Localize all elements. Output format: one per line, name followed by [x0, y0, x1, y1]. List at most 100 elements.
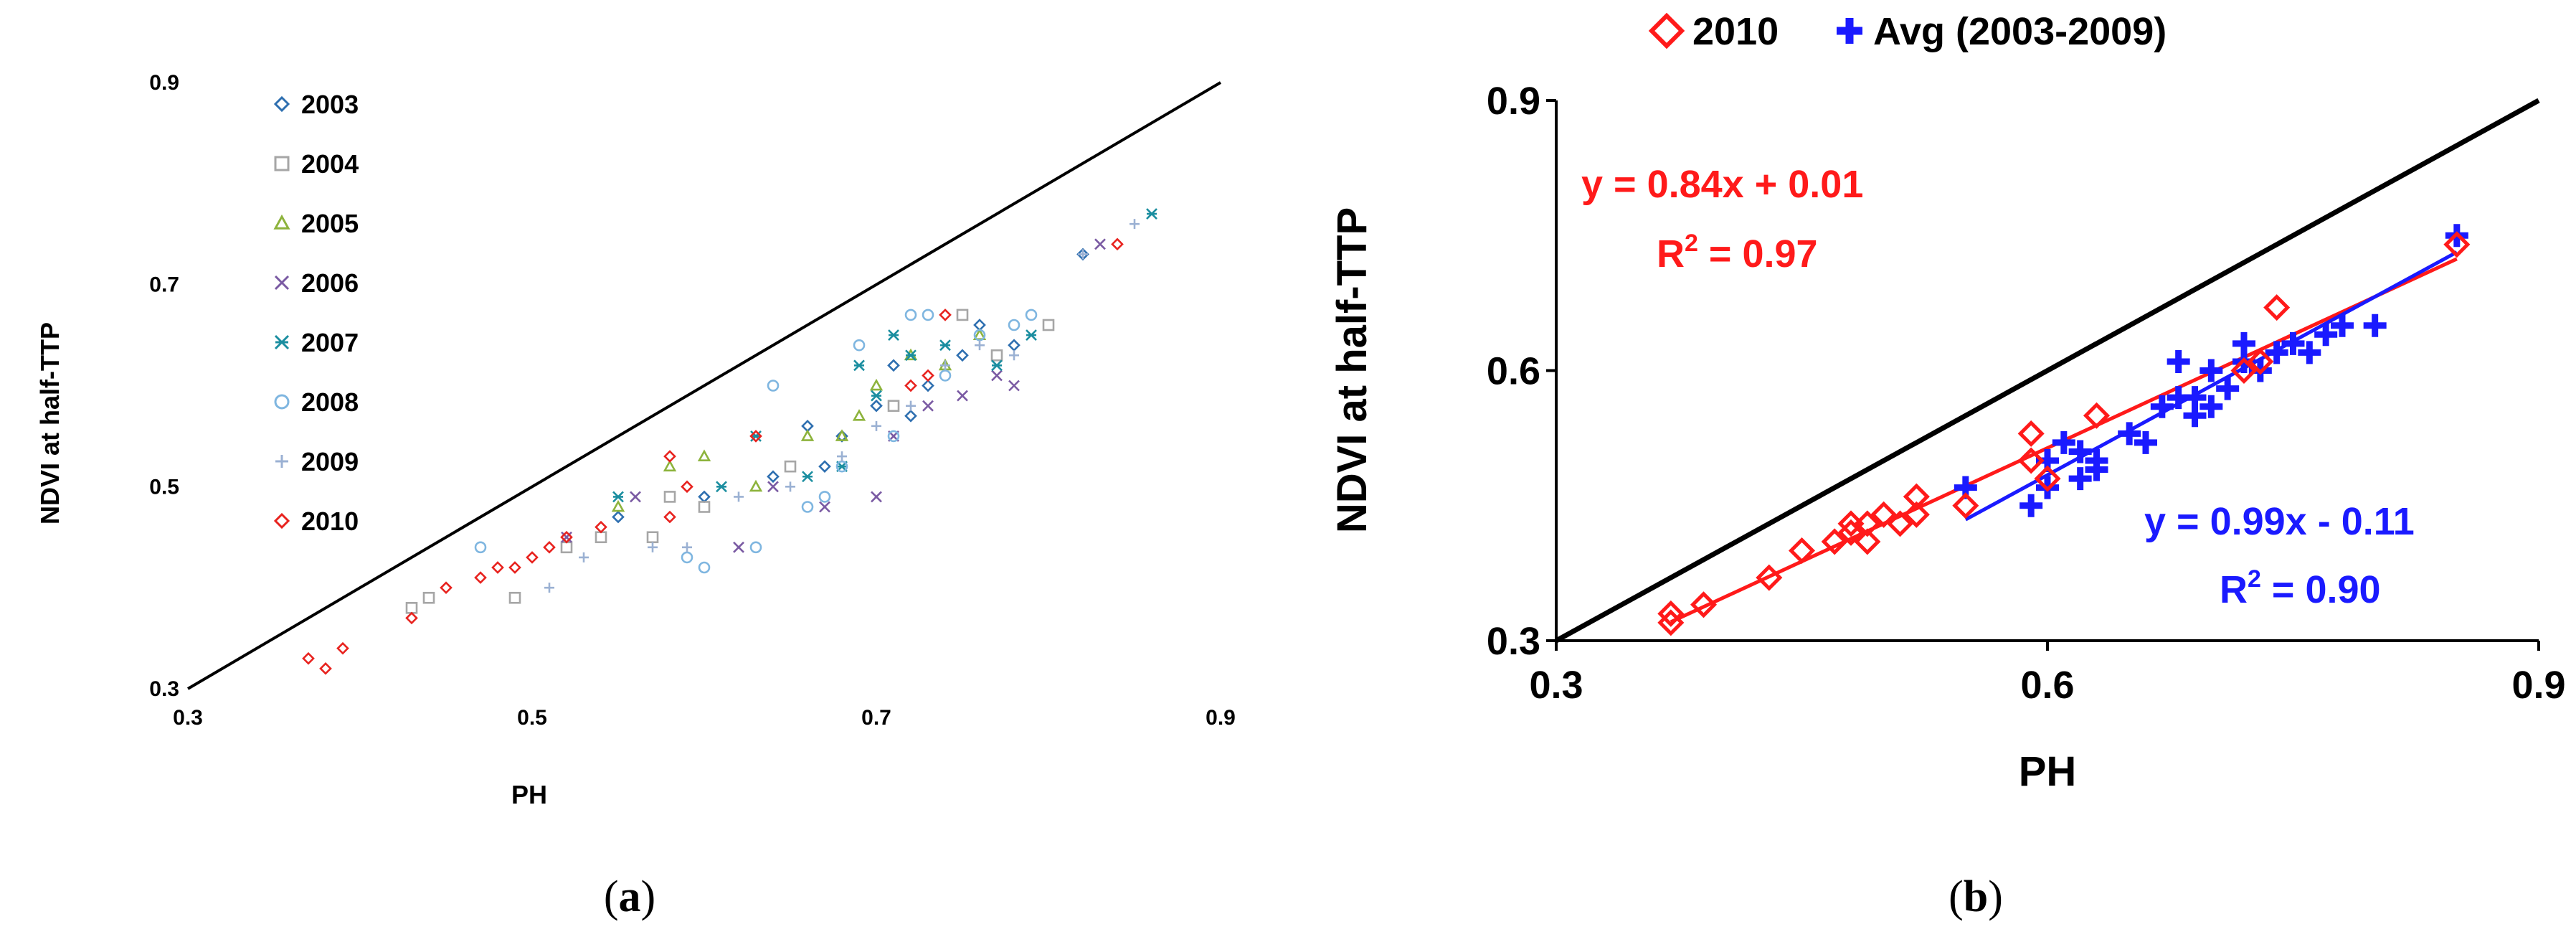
point-2009 [1078, 249, 1088, 260]
legend-2004-label: 2004 [301, 149, 359, 179]
point-2008 [474, 541, 487, 554]
point-2004 [887, 400, 900, 412]
point-2005 [972, 328, 987, 340]
point-2010 [543, 540, 556, 554]
point-2003 [904, 409, 917, 423]
point-2010 [1903, 501, 1930, 528]
point-2006 [957, 390, 968, 402]
point-avg [2150, 395, 2174, 418]
point-2010 [405, 611, 418, 625]
point-2006 [1008, 380, 1020, 392]
point-2003 [698, 490, 711, 504]
point-2004 [956, 309, 969, 321]
point-2010 [1756, 564, 1783, 591]
point-2007 [853, 359, 865, 372]
panel-a-x-tick-label: 0.5 [517, 706, 547, 730]
panel-a-y-tick-label: 0.7 [149, 273, 179, 297]
point-2009 [1009, 350, 1019, 361]
panel-a-y-ticks: 0.3 0.5 0.7 0.9 [149, 71, 179, 701]
point-2010 [922, 369, 934, 382]
legend-avg-label: Avg (2003-2009) [1873, 10, 2167, 53]
point-2003 [818, 460, 831, 474]
point-avg [2314, 323, 2338, 347]
point-avg [2363, 314, 2387, 337]
point-2010 [2034, 465, 2061, 492]
point-avg [2298, 341, 2321, 364]
panel-b-fit-line-avg [1964, 250, 2458, 522]
point-avg [2068, 467, 2092, 491]
point-avg [2068, 440, 2092, 463]
panel-a-x-tick-label: 0.9 [1206, 706, 1236, 730]
point-2010 [2083, 402, 2111, 429]
r-squared-avg: R2 = 0.90 [2220, 565, 2381, 611]
point-2008 [818, 491, 831, 503]
point-2009 [682, 542, 692, 552]
point-2010 [2443, 231, 2471, 258]
point-2008 [853, 339, 866, 352]
point-2010 [2017, 447, 2045, 474]
panel-a-x-axis-label: PH [511, 780, 547, 809]
point-2003 [887, 359, 900, 372]
point-2004 [646, 531, 659, 544]
legend-2009-marker-icon [275, 455, 288, 468]
legend-2010-label: 2010 [301, 507, 359, 536]
legend-2010-marker-icon [1648, 12, 1685, 50]
point-2010 [1952, 492, 1979, 519]
point-2010 [749, 430, 762, 443]
panel-a-y-axis-label: NDVI at half-TTP [35, 322, 65, 524]
point-2007 [750, 430, 762, 442]
point-2010 [302, 651, 315, 665]
point-2004 [595, 531, 607, 544]
point-2004 [508, 591, 521, 604]
point-2006 [922, 400, 934, 412]
point-2003 [1008, 339, 1021, 352]
point-avg [2265, 341, 2288, 364]
point-2004 [784, 460, 797, 473]
panel-b-chart: 0.3 0.6 0.9 0.3 0.6 0.9 2010 Avg (2003-2009)… [1329, 10, 2566, 921]
legend-2006-marker-icon [274, 275, 290, 291]
point-2008 [973, 329, 986, 342]
point-2010 [474, 571, 487, 584]
legend-2006-label: 2006 [301, 268, 359, 298]
point-2008 [681, 551, 693, 564]
point-2005 [697, 449, 711, 461]
point-2010 [939, 309, 952, 321]
legend-2008-label: 2008 [301, 387, 359, 417]
point-2005 [749, 479, 763, 492]
point-2005 [663, 459, 677, 472]
panel-b-x-ticks: 0.3 0.6 0.9 [1529, 641, 2566, 707]
panel-a-legend: 2003 2004 2005 2006 2007 2008 2009 2010 [273, 90, 359, 536]
point-2010 [663, 450, 676, 463]
point-2010 [663, 510, 676, 524]
point-2006 [819, 501, 830, 513]
point-avg [2281, 331, 2305, 355]
point-2010 [2230, 357, 2258, 385]
point-2009 [734, 491, 744, 502]
legend-avg-marker-icon [1837, 18, 1862, 44]
point-2010 [1111, 237, 1124, 251]
point-avg [2199, 359, 2223, 382]
point-2010 [440, 581, 453, 595]
panel-a-x-tick-label: 0.7 [861, 706, 891, 730]
point-2003 [612, 510, 625, 524]
point-2010 [508, 561, 521, 574]
point-2004 [560, 541, 573, 554]
point-2009 [871, 420, 881, 431]
panel-b-x-tick-label: 0.3 [1529, 664, 1583, 707]
point-2006 [561, 531, 572, 543]
legend-2003-marker-icon [273, 95, 290, 113]
point-2010 [1854, 528, 1881, 555]
point-2006 [1094, 238, 1106, 250]
point-2009 [1130, 219, 1140, 230]
point-2007 [991, 359, 1003, 372]
point-2010 [2263, 294, 2291, 321]
point-2004 [405, 602, 418, 614]
panel-a-y-tick-label: 0.5 [149, 475, 179, 499]
point-2006 [733, 541, 744, 553]
point-avg [2019, 494, 2043, 517]
panel-a-caption: (a) [604, 872, 655, 921]
legend-2003-label: 2003 [301, 90, 359, 119]
panel-b-points [1657, 224, 2471, 636]
legend-2005-marker-icon [273, 214, 290, 230]
point-2006 [871, 491, 882, 503]
